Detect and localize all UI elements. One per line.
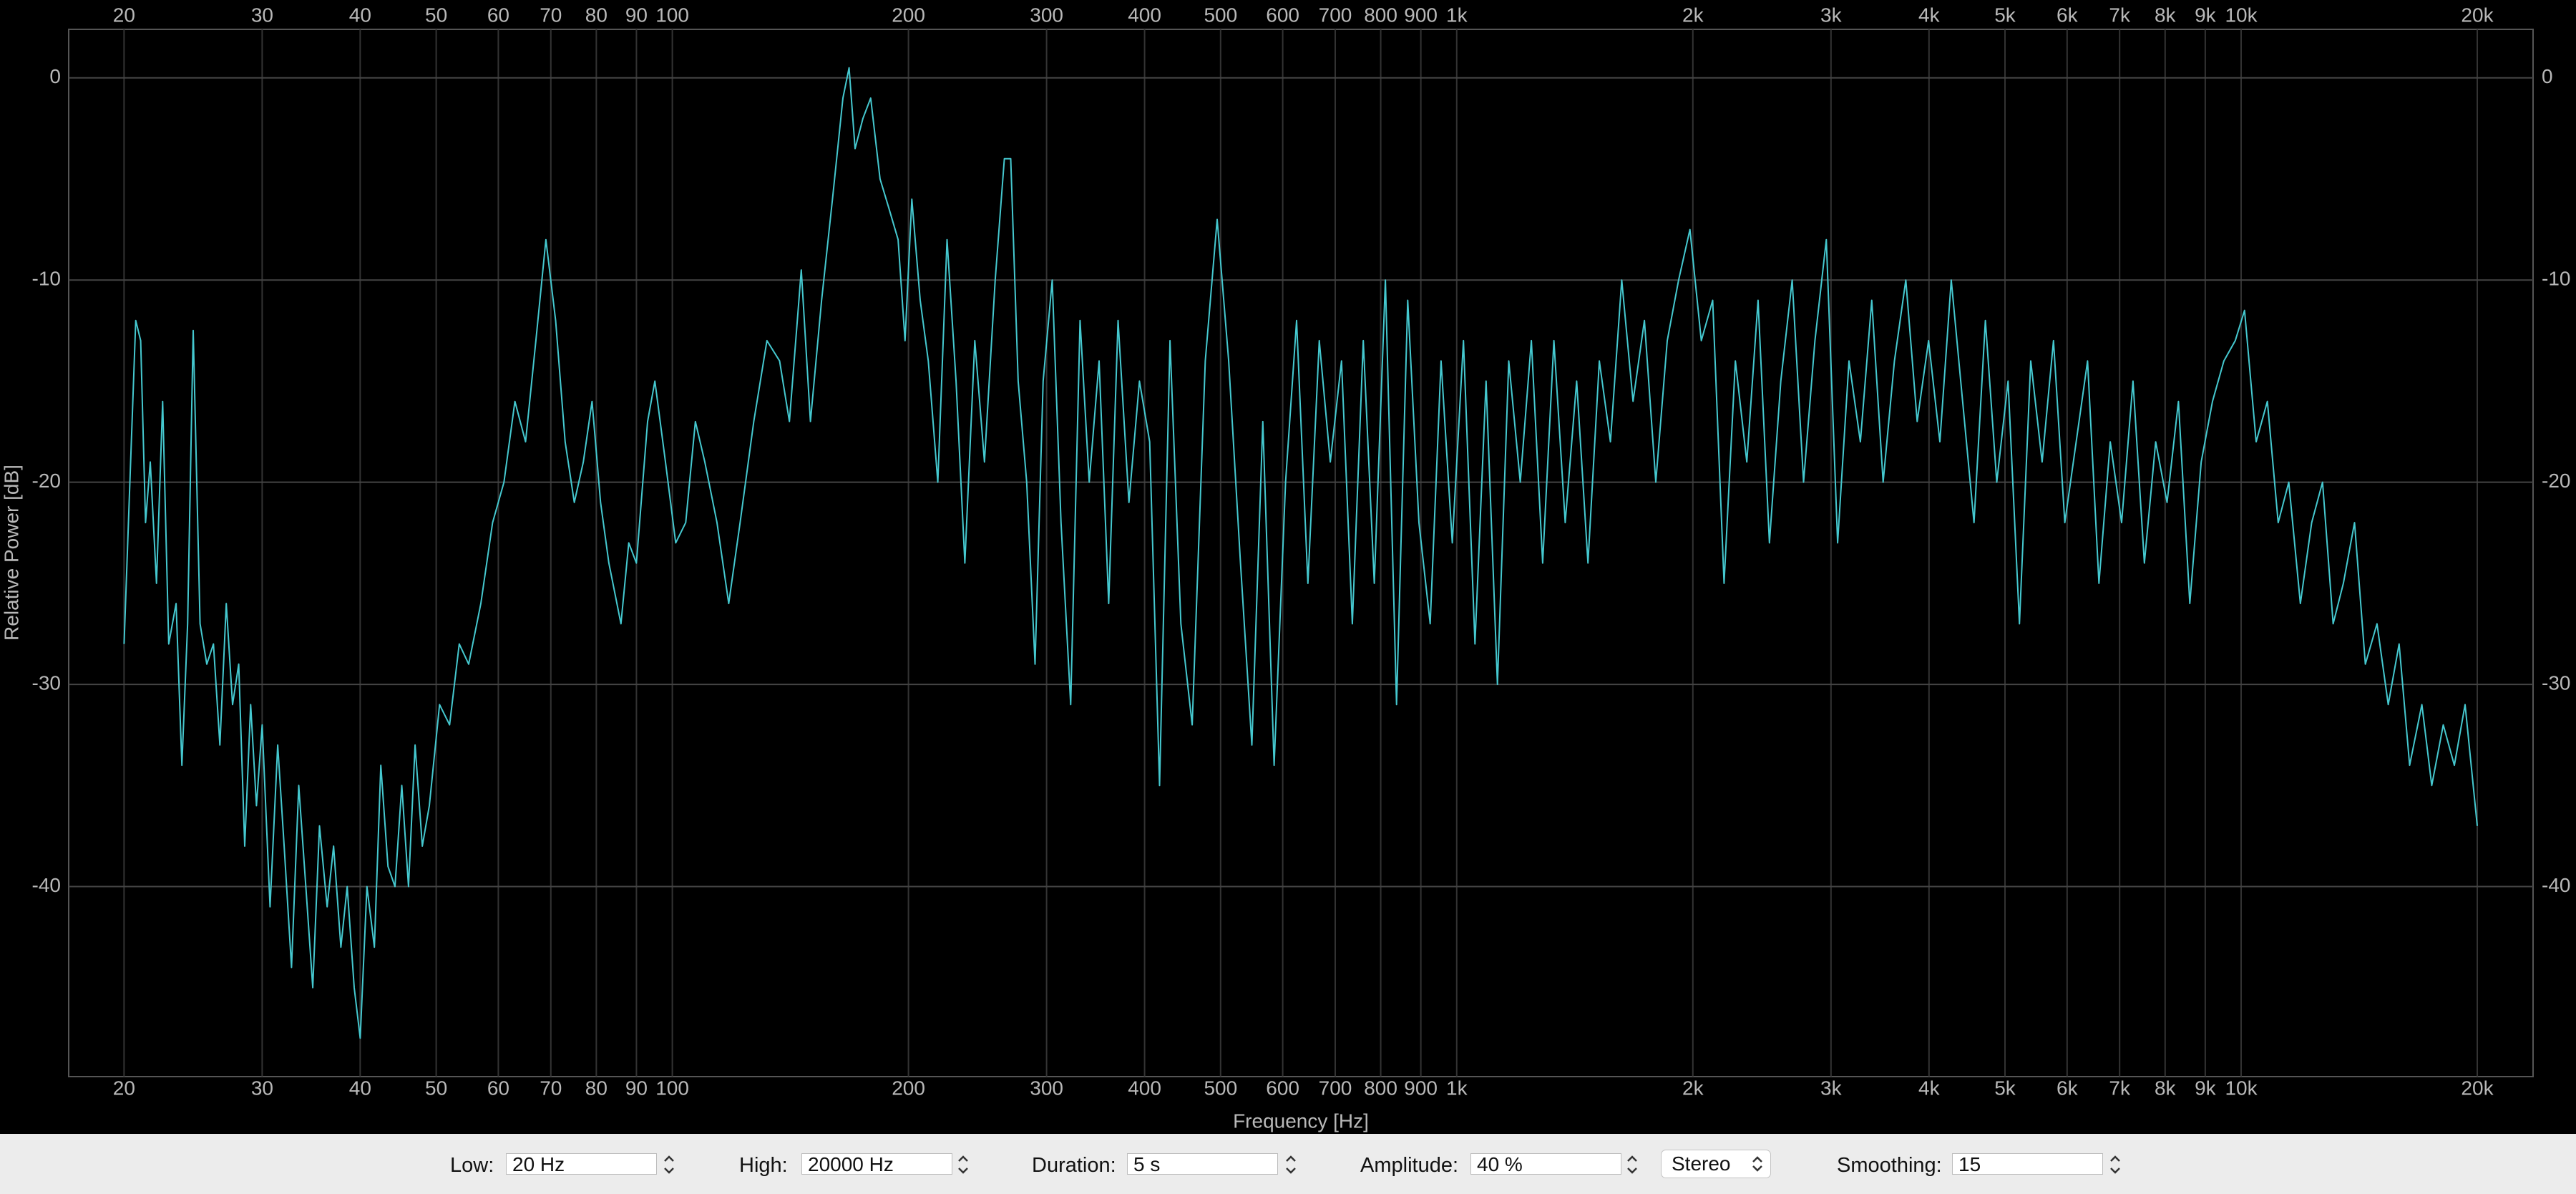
duration-stepper[interactable] [1283,1151,1299,1178]
x-tick-label: 90 [625,1077,648,1099]
y-tick-label: -30 [2542,671,2570,694]
controls-bar: Low: 20 Hz High: 20000 Hz Duration: 5 s … [0,1134,2576,1194]
y-tick-label: 0 [2542,65,2553,87]
x-tick-label: 9k [2195,1077,2217,1099]
x-tick-label: 80 [585,1077,608,1099]
x-tick-label: 500 [1204,1077,1237,1099]
x-tick-label: 8k [2155,1077,2177,1099]
x-tick-label: 30 [251,1077,273,1099]
y-tick-label: -30 [32,671,61,694]
x-axis-label: Frequency [Hz] [1233,1110,1369,1132]
x-tick-label: 60 [487,1077,509,1099]
high-field[interactable]: 20000 Hz [801,1153,952,1175]
y-tick-label: -40 [2542,874,2570,896]
x-tick-label: 7k [2109,1077,2131,1099]
x-tick-label: 6k [2057,4,2079,26]
x-tick-label: 500 [1204,4,1237,26]
y-tick-label: 0 [49,65,61,87]
x-tick-label: 40 [349,4,371,26]
x-tick-label: 300 [1030,4,1063,26]
chart: Frequency [Hz] Relative Power [dB] 20 20 3… [0,4,2570,1132]
low-stepper[interactable] [661,1151,677,1178]
channels-value: Stereo [1672,1152,1731,1175]
x-tick-label: 90 [625,4,648,26]
x-tick-label: 2k [1682,1077,1704,1099]
x-tick-label: 700 [1319,4,1352,26]
y-tick-label: -20 [2542,470,2570,492]
x-tick-label: 20 [113,4,135,26]
x-tick-label: 4k [1918,4,1941,26]
x-tick-label: 20 [113,1077,135,1099]
x-tick-label: 10k [2225,1077,2258,1099]
smoothing-label: Smoothing: [1837,1154,1942,1177]
y-tick-label: -40 [32,874,61,896]
x-tick-label: 1k [1446,1077,1468,1099]
x-tick-label: 10k [2225,4,2258,26]
amplitude-stepper[interactable] [1624,1151,1640,1178]
x-tick-label: 100 [655,4,689,26]
y-tick-label: -10 [32,268,61,290]
x-tick-label: 200 [892,4,925,26]
x-tick-label: 1k [1446,4,1468,26]
y-tick-label: -20 [32,470,61,492]
x-tick-label: 600 [1266,1077,1299,1099]
smoothing-stepper[interactable] [2107,1151,2123,1178]
x-tick-label: 700 [1319,1077,1352,1099]
y-tick-label: -10 [2542,268,2570,290]
x-tick-label: 70 [540,1077,562,1099]
x-tick-label: 20k [2461,4,2494,26]
high-label: High: [739,1154,788,1177]
high-stepper[interactable] [955,1151,971,1178]
x-tick-label: 400 [1128,1077,1161,1099]
low-field[interactable]: 20 Hz [506,1153,657,1175]
x-tick-label: 900 [1404,4,1438,26]
x-tick-label: 100 [655,1077,689,1099]
smoothing-field[interactable]: 15 [1952,1153,2103,1175]
channels-select[interactable]: Stereo [1661,1150,1771,1178]
x-tick-label: 50 [425,4,447,26]
x-tick-label: 2k [1682,4,1704,26]
plot-frame [68,29,2534,1077]
x-tick-label: 200 [892,1077,925,1099]
x-tick-label: 300 [1030,1077,1063,1099]
x-tick-label: 900 [1404,1077,1438,1099]
x-tick-label: 400 [1128,4,1161,26]
x-tick-label: 30 [251,4,273,26]
duration-label: Duration: [1032,1154,1116,1177]
x-tick-label: 50 [425,1077,447,1099]
x-tick-label: 3k [1820,1077,1843,1099]
x-tick-label: 600 [1266,4,1299,26]
x-tick-label: 20k [2461,1077,2494,1099]
x-tick-label: 80 [585,4,608,26]
x-tick-label: 40 [349,1077,371,1099]
amplitude-label: Amplitude: [1360,1154,1459,1177]
x-tick-label: 8k [2155,4,2177,26]
y-axis-label: Relative Power [dB] [0,465,22,641]
x-tick-label: 800 [1364,4,1397,26]
x-tick-label: 4k [1918,1077,1941,1099]
x-tick-label: 70 [540,4,562,26]
x-tick-label: 3k [1820,4,1843,26]
low-label: Low: [450,1154,494,1177]
x-tick-label: 800 [1364,1077,1397,1099]
x-tick-label: 9k [2195,4,2217,26]
duration-field[interactable]: 5 s [1127,1153,1278,1175]
x-tick-label: 6k [2057,1077,2079,1099]
spectrum-line [123,67,2478,1039]
x-tick-label: 60 [487,4,509,26]
amplitude-field[interactable]: 40 % [1470,1153,1621,1175]
x-tick-label: 5k [1994,4,2016,26]
x-tick-label: 7k [2109,4,2131,26]
select-arrows [1752,1156,1762,1172]
x-tick-label: 5k [1994,1077,2016,1099]
